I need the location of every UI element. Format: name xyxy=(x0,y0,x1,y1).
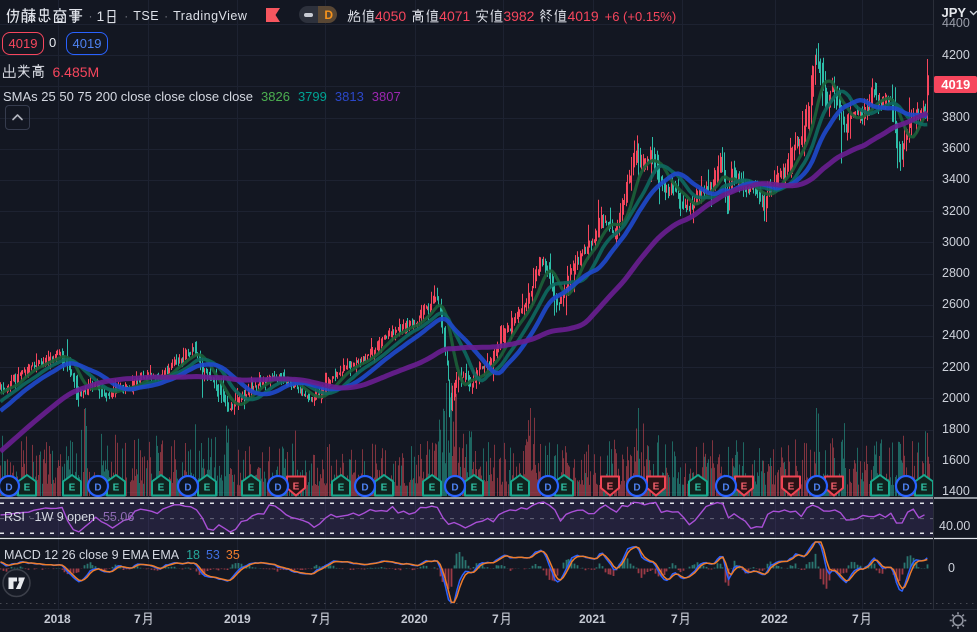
svg-text:D: D xyxy=(94,483,101,494)
svg-text:E: E xyxy=(248,483,255,494)
svg-text:E: E xyxy=(113,483,120,494)
svg-text:E: E xyxy=(293,482,300,493)
svg-text:E: E xyxy=(921,483,928,494)
svg-text:D: D xyxy=(633,483,640,494)
svg-text:E: E xyxy=(471,483,478,494)
svg-text:E: E xyxy=(831,482,838,493)
svg-text:D: D xyxy=(184,483,191,494)
svg-text:D: D xyxy=(5,483,12,494)
svg-text:E: E xyxy=(877,483,884,494)
svg-text:E: E xyxy=(429,483,436,494)
svg-text:E: E xyxy=(653,482,660,493)
svg-text:E: E xyxy=(695,483,702,494)
svg-text:D: D xyxy=(902,483,909,494)
svg-text:D: D xyxy=(274,483,281,494)
svg-text:D: D xyxy=(361,483,368,494)
svg-text:E: E xyxy=(561,483,568,494)
svg-text:E: E xyxy=(158,483,165,494)
svg-text:D: D xyxy=(451,483,458,494)
svg-text:E: E xyxy=(607,482,614,493)
svg-text:E: E xyxy=(69,483,76,494)
svg-text:E: E xyxy=(788,482,795,493)
svg-text:E: E xyxy=(204,483,211,494)
svg-text:D: D xyxy=(722,483,729,494)
svg-text:E: E xyxy=(381,483,388,494)
svg-text:E: E xyxy=(741,482,748,493)
svg-text:D: D xyxy=(813,483,820,494)
svg-text:E: E xyxy=(517,483,524,494)
svg-text:E: E xyxy=(24,483,31,494)
svg-text:D: D xyxy=(544,483,551,494)
svg-text:E: E xyxy=(338,483,345,494)
